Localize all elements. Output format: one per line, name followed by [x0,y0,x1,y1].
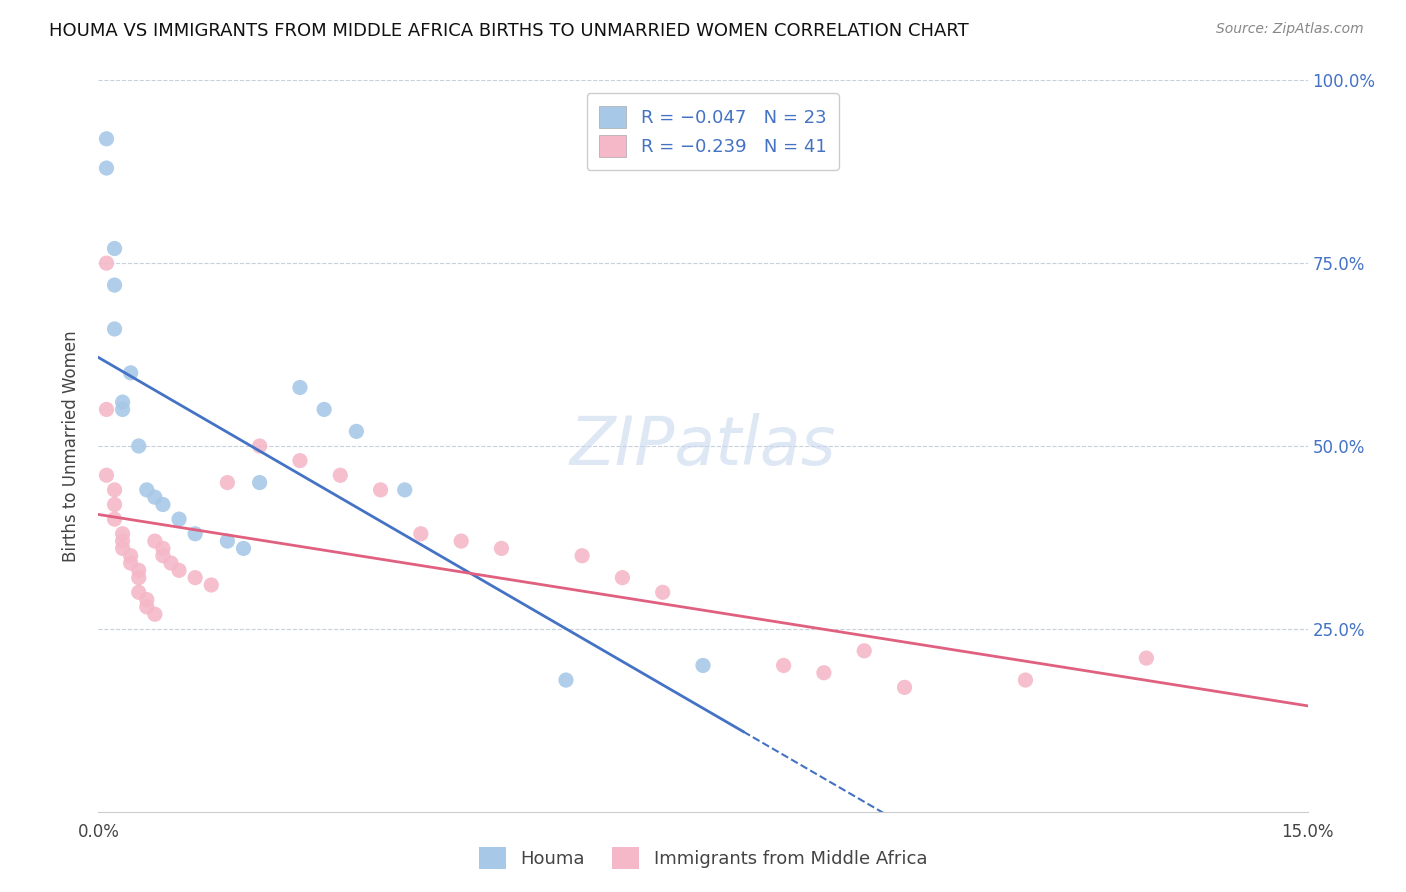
Point [692,658,714,673]
Y-axis label: Births to Unmarried Women: Births to Unmarried Women [62,330,80,562]
Point [152,549,174,563]
Point [128,585,150,599]
Point [1135,651,1157,665]
Point [103,483,125,497]
Point [103,512,125,526]
Point [160,556,183,570]
Point [772,658,794,673]
Point [450,534,472,549]
Point [813,665,835,680]
Point [103,322,125,336]
Point [200,578,222,592]
Point [96,161,118,175]
Point [120,556,142,570]
Point [184,571,207,585]
Point [409,526,432,541]
Point [111,541,134,556]
Point [167,563,190,577]
Point [555,673,578,687]
Point [103,242,125,256]
Point [111,526,134,541]
Point [612,571,634,585]
Point [135,483,157,497]
Point [128,571,150,585]
Point [232,541,254,556]
Point [135,592,157,607]
Point [120,366,142,380]
Legend: R = −0.047   N = 23, R = −0.239   N = 41: R = −0.047 N = 23, R = −0.239 N = 41 [586,93,839,169]
Point [96,468,118,483]
Point [96,132,118,146]
Point [128,439,150,453]
Point [96,256,118,270]
Point [217,534,239,549]
Point [651,585,673,599]
Point [167,512,190,526]
Point [128,563,150,577]
Point [571,549,593,563]
Point [314,402,336,417]
Point [249,475,271,490]
Point [370,483,392,497]
Point [111,534,134,549]
Legend: Houma, Immigrants from Middle Africa: Houma, Immigrants from Middle Africa [470,838,936,879]
Point [184,526,207,541]
Point [152,541,174,556]
Point [96,402,118,417]
Point [491,541,513,556]
Point [1014,673,1036,687]
Point [135,599,157,614]
Point [111,395,134,409]
Text: HOUMA VS IMMIGRANTS FROM MIDDLE AFRICA BIRTHS TO UNMARRIED WOMEN CORRELATION CHA: HOUMA VS IMMIGRANTS FROM MIDDLE AFRICA B… [49,22,969,40]
Text: Source: ZipAtlas.com: Source: ZipAtlas.com [1216,22,1364,37]
Point [853,644,876,658]
Point [249,439,271,453]
Point [344,425,367,439]
Point [152,498,174,512]
Point [143,534,166,549]
Point [103,278,125,293]
Point [111,402,134,417]
Point [288,380,311,394]
Point [217,475,239,490]
Point [143,490,166,504]
Point [329,468,352,483]
Point [103,498,125,512]
Point [143,607,166,622]
Point [893,681,915,695]
Text: ZIPatlas: ZIPatlas [569,413,837,479]
Point [120,549,142,563]
Point [394,483,416,497]
Point [288,453,311,467]
